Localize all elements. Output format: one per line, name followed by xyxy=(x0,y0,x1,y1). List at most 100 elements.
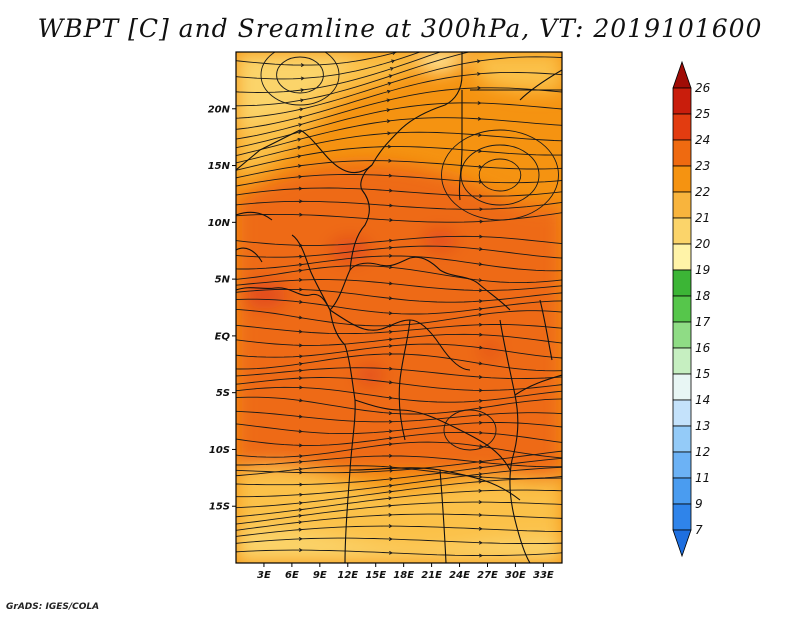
colorbar-swatch xyxy=(672,165,692,193)
colorbar-label: 13 xyxy=(695,419,710,433)
stream-arrow xyxy=(479,332,484,337)
lat-label: 5N xyxy=(215,275,231,286)
stream-arrow xyxy=(477,49,480,52)
stream-arrow xyxy=(388,503,393,508)
stream-arrow xyxy=(298,467,303,472)
stream-arrow xyxy=(298,186,303,191)
streamline xyxy=(236,343,562,359)
stream-arrow xyxy=(298,278,303,282)
streamline xyxy=(236,146,562,171)
stream-arrow xyxy=(569,40,572,43)
streamline xyxy=(236,377,562,391)
stream-arrow xyxy=(298,329,303,334)
colorbar-label: 17 xyxy=(695,315,711,329)
stream-arrow xyxy=(569,139,572,142)
stream-arrow xyxy=(478,299,484,304)
stream-arrow xyxy=(479,194,484,199)
map-axes: 20N 15N 10N 5N EQ 5S 10S 15S 3E 6E 9E 12E 15E 18E 21E 2… xyxy=(208,104,554,581)
colorbar-label: 19 xyxy=(695,263,710,277)
colorbar-label: 15 xyxy=(695,367,710,381)
stream-arrow xyxy=(479,553,484,558)
stream-arrow xyxy=(388,158,393,163)
stream-arrow xyxy=(479,398,484,403)
stream-arrow xyxy=(388,311,393,316)
stream-arrow xyxy=(389,468,394,473)
streamline xyxy=(236,367,562,380)
lon-label: 33E xyxy=(533,570,554,581)
stream-arrow xyxy=(476,59,481,64)
lat-label: 10S xyxy=(209,445,230,456)
stream-arrow xyxy=(388,296,393,301)
stream-arrow xyxy=(388,281,393,286)
streamline xyxy=(236,477,562,509)
stream-arrow xyxy=(388,489,393,494)
streamlines xyxy=(236,39,572,558)
stream-arrow xyxy=(298,443,303,448)
streamline xyxy=(236,235,562,246)
stream-arrow xyxy=(569,178,572,181)
colorbar-label: 16 xyxy=(695,341,711,355)
stream-arrow xyxy=(478,388,483,393)
lon-label: 21E xyxy=(421,570,442,581)
stream-arrow xyxy=(478,39,481,42)
stream-arrow xyxy=(478,540,483,545)
plot-title: WBPT [C] and Sreamline at 300hPa, VT: 20… xyxy=(37,14,763,43)
stream-arrow xyxy=(298,376,303,381)
colorbar-swatch xyxy=(672,347,692,375)
colorbar-label: 26 xyxy=(695,81,711,95)
stream-arrow xyxy=(298,262,304,267)
streamline xyxy=(236,117,562,157)
stream-arrow xyxy=(478,513,483,517)
streamline xyxy=(236,455,562,468)
stream-arrow xyxy=(569,299,572,302)
stream-arrow xyxy=(479,219,484,224)
stream-arrow xyxy=(386,108,391,113)
colorbar-label: 18 xyxy=(695,289,711,303)
stream-arrow xyxy=(569,189,572,192)
stream-arrow xyxy=(478,488,483,493)
stream-arrow xyxy=(298,315,303,320)
stream-arrow xyxy=(569,375,572,378)
stream-arrow xyxy=(569,489,572,492)
stream-arrow xyxy=(569,457,572,460)
stream-arrow xyxy=(388,245,393,250)
stream-arrow xyxy=(298,527,303,532)
stream-arrow xyxy=(298,362,304,366)
stream-arrow xyxy=(388,351,393,356)
stream-arrow xyxy=(299,254,304,259)
lon-label: 24E xyxy=(449,570,470,581)
streamline xyxy=(236,431,562,446)
stream-arrow xyxy=(479,465,484,470)
colorbar-swatch xyxy=(672,87,692,115)
colorbar-bottom-triangle xyxy=(672,529,692,558)
streamline xyxy=(236,457,562,486)
streamline-loop xyxy=(443,409,497,451)
stream-arrow xyxy=(299,492,304,497)
country-borders xyxy=(236,52,562,563)
streamline xyxy=(236,52,399,66)
stream-arrow xyxy=(478,406,483,410)
stream-arrow xyxy=(388,337,393,342)
lon-label: 6E xyxy=(285,570,299,581)
stream-arrow xyxy=(478,307,483,311)
stream-arrow xyxy=(569,465,572,468)
streamline xyxy=(236,200,562,210)
stream-arrow xyxy=(299,398,304,403)
stream-arrow xyxy=(569,389,572,392)
lat-label: 5S xyxy=(216,388,230,399)
stream-arrow xyxy=(298,268,303,273)
stream-arrow xyxy=(388,436,393,441)
colorbar: 26 25 24 23 22 21 20 19 18 17 16 15 14 13 12 11 9 7 xyxy=(672,60,711,558)
stream-arrow xyxy=(386,98,391,103)
stream-arrow xyxy=(388,550,393,555)
lat-label: 10N xyxy=(208,218,231,229)
stream-arrow xyxy=(478,179,483,184)
colorbar-label: 23 xyxy=(695,159,710,173)
lat-label: 15S xyxy=(209,502,230,513)
stream-arrow xyxy=(299,385,304,390)
stream-arrow xyxy=(389,218,394,222)
stream-arrow xyxy=(478,500,483,505)
stream-arrow xyxy=(298,429,303,434)
stream-arrow xyxy=(479,430,484,435)
